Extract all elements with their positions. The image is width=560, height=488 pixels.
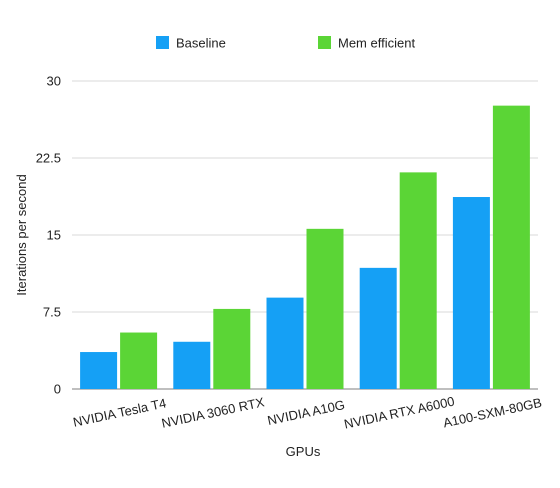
bars-group xyxy=(80,106,530,389)
y-axis-title: Iterations per second xyxy=(14,174,29,295)
y-tick-label: 0 xyxy=(54,382,61,397)
bar-baseline xyxy=(453,197,490,389)
x-tick-label: A100-SXM-80GB xyxy=(442,395,543,431)
bar-mem-efficient xyxy=(493,106,530,389)
bar-mem-efficient xyxy=(120,333,157,389)
y-tick-label: 22.5 xyxy=(36,151,61,166)
bar-mem-efficient xyxy=(400,172,437,389)
legend-label-mem-efficient: Mem efficient xyxy=(338,36,415,51)
y-tick-label: 30 xyxy=(47,74,61,89)
bar-baseline xyxy=(360,268,397,389)
chart-legend: Baseline Mem efficient xyxy=(156,36,415,51)
legend-label-baseline: Baseline xyxy=(176,36,226,51)
bar-mem-efficient xyxy=(307,229,344,389)
bar-baseline xyxy=(80,352,117,389)
x-tick-label: NVIDIA RTX A6000 xyxy=(343,394,456,432)
y-axis-ticks: 0 7.5 15 22.5 30 xyxy=(36,74,61,397)
y-tick-label: 15 xyxy=(47,228,61,243)
legend-swatch-baseline xyxy=(156,36,169,49)
bar-baseline xyxy=(267,298,304,389)
x-tick-label: NVIDIA Tesla T4 xyxy=(72,395,168,429)
x-tick-label: NVIDIA 3060 RTX xyxy=(160,394,266,430)
x-axis-title: GPUs xyxy=(286,444,321,459)
legend-swatch-mem-efficient xyxy=(318,36,331,49)
x-tick-label: NVIDIA A10G xyxy=(266,397,346,428)
y-tick-label: 7.5 xyxy=(43,305,61,320)
bar-baseline xyxy=(173,342,210,389)
bar-mem-efficient xyxy=(213,309,250,389)
